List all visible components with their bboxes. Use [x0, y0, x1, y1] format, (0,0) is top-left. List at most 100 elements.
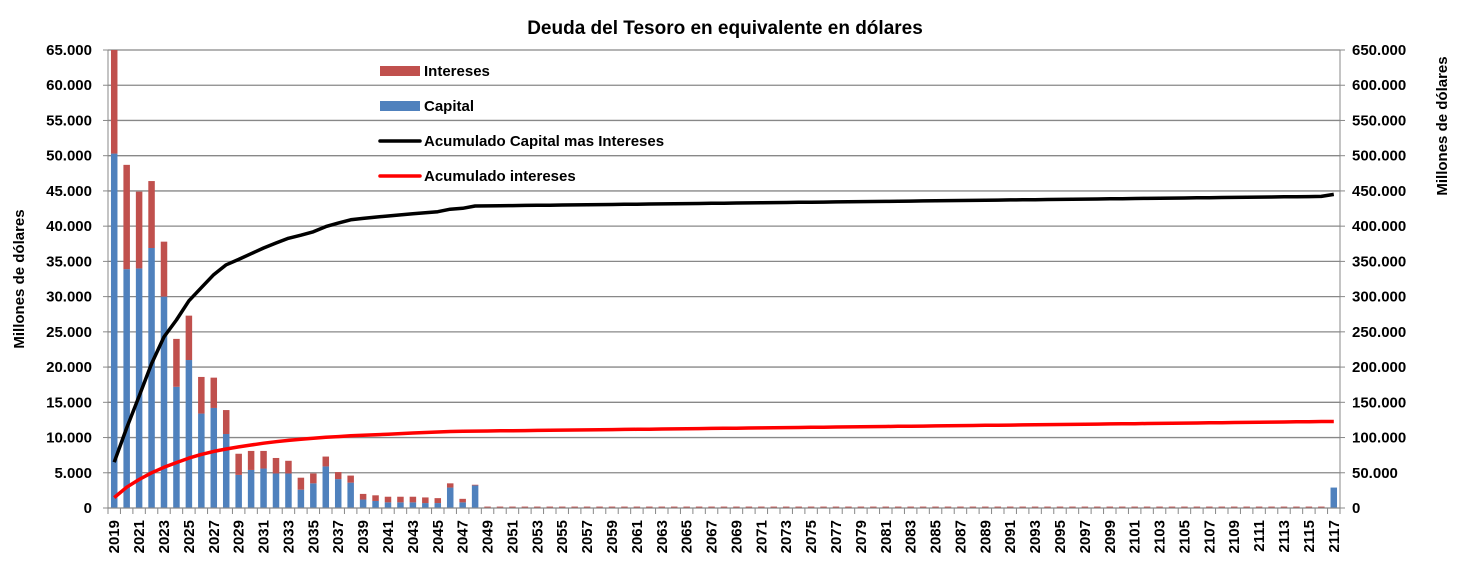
bar-intereses — [384, 496, 392, 503]
bar-intereses — [1044, 506, 1051, 508]
bar-intereses — [558, 506, 566, 508]
bar-intereses — [210, 377, 218, 408]
bar-capital — [260, 468, 267, 508]
bar-capital — [210, 407, 218, 508]
bar-capital — [198, 413, 205, 508]
bar-intereses — [708, 506, 715, 508]
bar-intereses — [1230, 506, 1238, 508]
bar-capital — [173, 386, 180, 508]
y-tick-label-left: 10.000 — [46, 430, 92, 447]
bar-intereses — [496, 506, 504, 508]
bar-intereses — [1206, 506, 1213, 508]
y-tick-label-right: 300.000 — [1352, 289, 1406, 306]
legend-label: Intereses — [424, 63, 490, 80]
bar-intereses — [907, 506, 914, 508]
bar-intereses — [534, 506, 541, 508]
bar-intereses — [1031, 506, 1039, 508]
bar-intereses — [272, 457, 280, 474]
x-tick-label: 2075 — [803, 520, 820, 553]
x-tick-label: 2095 — [1052, 520, 1069, 553]
bar-capital — [235, 474, 242, 508]
y-tick-label-right: 600.000 — [1352, 77, 1406, 94]
x-tick-label: 2115 — [1301, 520, 1318, 553]
x-tick-label: 2087 — [952, 520, 969, 553]
bar-intereses — [484, 506, 491, 508]
y-axis-label-left: Millones de dólares — [11, 209, 28, 348]
bar-intereses — [571, 506, 578, 508]
bar-intereses — [982, 506, 989, 508]
bar-intereses — [521, 506, 529, 508]
bar-capital — [148, 247, 155, 508]
x-tick-label: 2105 — [1176, 520, 1193, 553]
y-tick-label-right: 450.000 — [1352, 183, 1406, 200]
bar-intereses — [247, 450, 255, 470]
bar-intereses — [509, 506, 516, 508]
bar-intereses — [758, 506, 765, 508]
legend-swatch — [380, 101, 420, 111]
bar-intereses — [919, 506, 927, 508]
bar-intereses — [1056, 506, 1064, 508]
y-tick-label-right: 550.000 — [1352, 112, 1406, 129]
bar-intereses — [1081, 506, 1089, 508]
x-tick-label: 2083 — [903, 520, 920, 553]
bar-intereses — [658, 506, 666, 508]
x-tick-label: 2079 — [853, 520, 870, 553]
bar-intereses — [422, 497, 429, 504]
gridlines — [108, 49, 1340, 509]
bar-intereses — [1280, 506, 1288, 508]
bar-intereses — [1193, 506, 1201, 508]
y-tick-label-right: 500.000 — [1352, 148, 1406, 165]
y-tick-label-right: 650.000 — [1352, 42, 1406, 59]
bar-intereses — [297, 477, 305, 490]
x-tick-label: 2117 — [1326, 520, 1343, 553]
x-tick-label: 2045 — [430, 520, 447, 553]
bar-intereses — [235, 453, 242, 475]
x-tick-label: 2101 — [1127, 520, 1144, 553]
bar-intereses — [310, 473, 317, 484]
bar-intereses — [123, 164, 130, 270]
y-tick-label-left: 30.000 — [46, 289, 92, 306]
bar-capital — [422, 503, 429, 508]
x-tick-label: 2043 — [405, 520, 422, 553]
x-tick-label: 2055 — [554, 520, 571, 553]
bar-intereses — [198, 376, 205, 414]
bar-capital — [110, 153, 118, 508]
bar-intereses — [745, 506, 753, 508]
bar-intereses — [720, 506, 728, 508]
bar-intereses — [807, 506, 815, 508]
bar-intereses — [820, 506, 827, 508]
x-tick-label: 2031 — [256, 520, 273, 553]
lines — [112, 192, 1335, 499]
bar-intereses — [135, 191, 143, 269]
x-tick-label: 2023 — [156, 520, 173, 553]
bar-intereses — [1006, 506, 1014, 508]
bar-capital — [135, 268, 143, 508]
bar-capital — [446, 487, 454, 508]
line-acumulado-capital-intereses — [112, 192, 1335, 463]
bar-intereses — [994, 506, 1002, 508]
y-tick-label-left: 35.000 — [46, 253, 92, 270]
bar-intereses — [1243, 506, 1250, 508]
x-tick-label: 2103 — [1152, 520, 1169, 553]
bar-intereses — [1118, 506, 1126, 508]
bar-intereses — [471, 484, 479, 486]
x-tick-label: 2025 — [181, 520, 198, 553]
bar-intereses — [695, 506, 703, 508]
bar-intereses — [1268, 506, 1275, 508]
x-tick-label: 2097 — [1077, 520, 1094, 553]
x-tick-label: 2085 — [928, 520, 945, 553]
bar-intereses — [845, 506, 852, 508]
bar-capital — [471, 485, 479, 508]
bar-intereses — [870, 506, 877, 508]
bar-capital — [185, 360, 193, 508]
bar-intereses — [1019, 506, 1026, 508]
bar-intereses — [1069, 506, 1076, 508]
bar-intereses — [1168, 506, 1176, 508]
y-axis-label-right: Millones de dólares — [1434, 56, 1451, 195]
bar-intereses — [670, 506, 678, 508]
y-tick-label-left: 60.000 — [46, 77, 92, 94]
bar-intereses — [646, 506, 653, 508]
bar-intereses — [1156, 506, 1163, 508]
bar-intereses — [1143, 506, 1151, 508]
